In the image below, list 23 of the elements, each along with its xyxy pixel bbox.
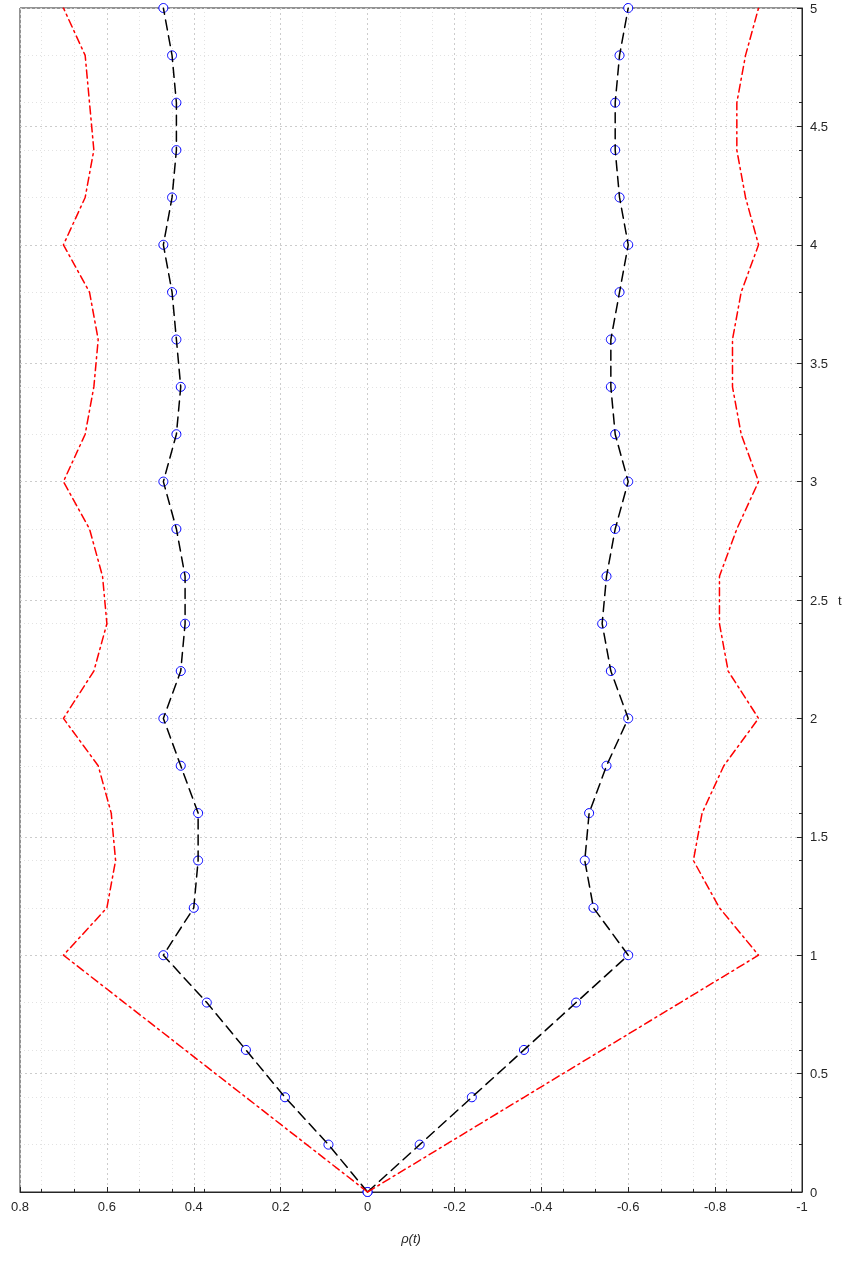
y-tick-label: 2.5	[810, 592, 829, 608]
x-tick-label: -1	[796, 1199, 808, 1214]
x-tick-label: -0.6	[617, 1199, 640, 1214]
y-tick-label: 4	[810, 237, 818, 253]
x-tick-label: 0.2	[271, 1199, 290, 1214]
x-tick-label: -0.2	[443, 1199, 466, 1214]
y-tick-label: 3.5	[810, 355, 829, 371]
y-tick-label: 4.5	[810, 118, 829, 134]
x-tick-label: 0	[363, 1199, 372, 1214]
y-tick-label: 0.5	[810, 1066, 829, 1082]
y-tick-label: 5	[810, 0, 818, 16]
x-tick-label: 0.8	[10, 1199, 30, 1214]
y-tick-label: 1.5	[810, 829, 829, 845]
x-tick-label: 0.6	[97, 1199, 116, 1214]
y-tick-label: 3	[810, 474, 818, 490]
x-tick-label: -0.8	[703, 1199, 727, 1214]
x-axis-title: ρ(t)	[400, 1231, 421, 1246]
y-axis-title: t	[838, 592, 842, 608]
x-tick-label: -0.4	[530, 1199, 553, 1214]
x-tick-label: 0.4	[184, 1199, 203, 1214]
y-tick-label: 2	[810, 710, 818, 726]
y-tick-label: 1	[810, 947, 818, 963]
y-tick-label: 0	[810, 1184, 818, 1200]
